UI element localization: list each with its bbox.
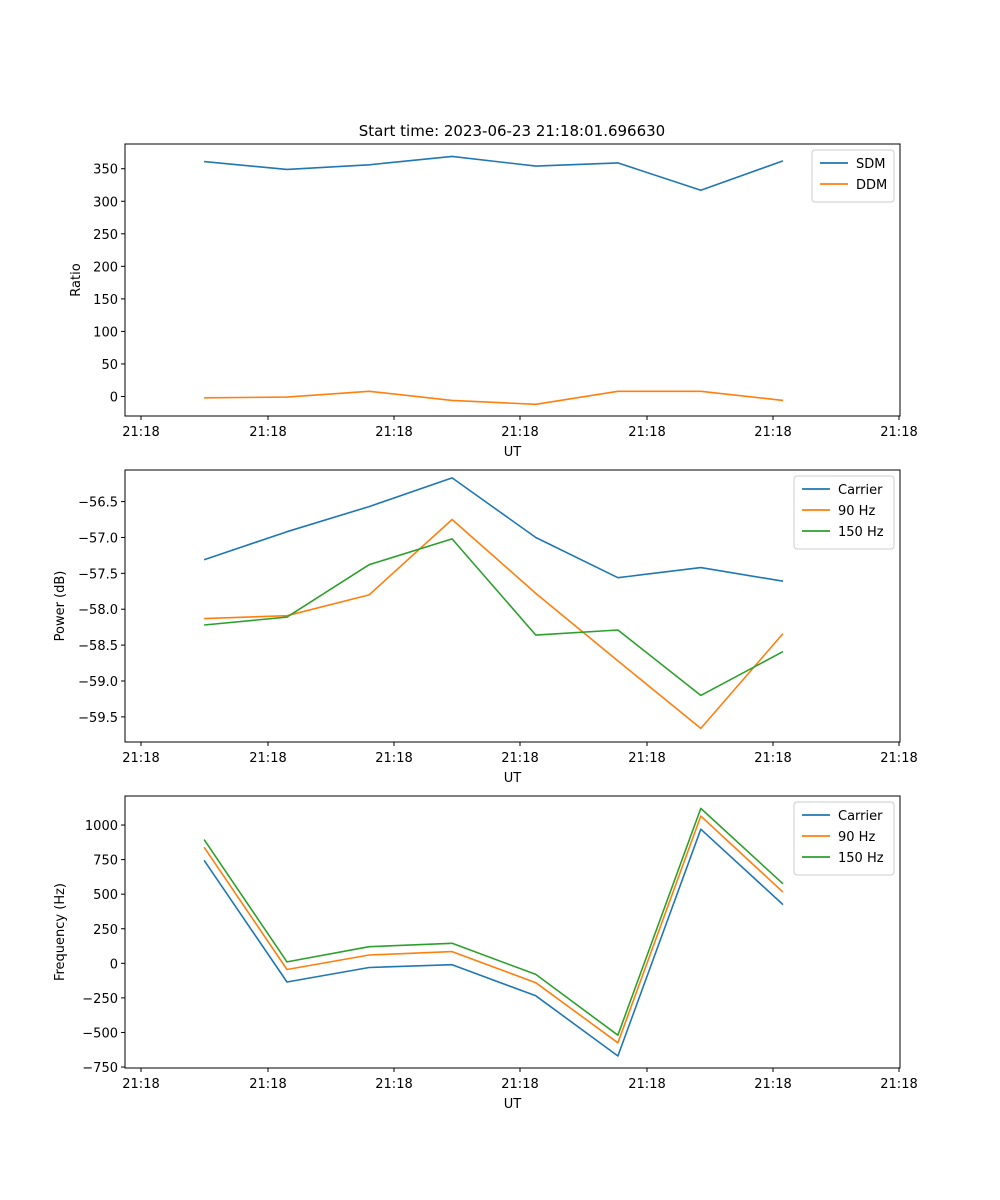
y-tick-label: 200 [93,260,118,275]
series-line-90-hz [203,815,784,1044]
y-tick-label: 50 [101,358,118,373]
y-tick-label: 1000 [85,819,118,834]
x-tick-label: 21:18 [880,1077,917,1092]
legend-entry: 90 Hz [838,504,875,519]
y-tick-label: 0 [110,957,118,972]
series-line-carrier [203,828,784,1057]
legend: Carrier 90 Hz 150 Hz [793,801,895,876]
y-tick-label: 250 [93,228,118,243]
series-line-150-hz [203,807,784,1036]
x-tick-label: 21:18 [628,751,665,766]
series-line-ddm [204,390,784,406]
y-tick-label: 0 [110,390,118,405]
x-tick-label: 21:18 [501,425,538,440]
y-tick-label: 500 [93,888,118,903]
y-axis-label: Ratio [69,263,84,296]
legend-entry: SDM [856,157,885,172]
x-tick-label: 21:18 [628,425,665,440]
y-tick-label: −250 [82,992,118,1007]
y-tick-label: −500 [82,1026,118,1041]
legend-entry: 150 Hz [838,525,884,540]
y-tick-label: −57.5 [78,567,118,582]
x-tick-label: 21:18 [249,751,286,766]
y-tick-label: −59.5 [78,711,118,726]
y-tick-label: −59.0 [78,675,118,690]
x-tick-label: 21:18 [880,425,917,440]
x-tick-label: 21:18 [375,751,412,766]
legend: Carrier 90 Hz 150 Hz [793,475,895,550]
legend-entry: Carrier [838,483,883,498]
y-tick-label: −58.0 [78,603,118,618]
legend-entry: 90 Hz [838,830,875,845]
legend-entry: Carrier [838,809,883,824]
y-tick-label: 150 [93,293,118,308]
figure-title: Start time: 2023-06-23 21:18:01.696630 [359,122,665,140]
x-tick-label: 21:18 [249,1077,286,1092]
x-tick-label: 21:18 [375,1077,412,1092]
x-tick-label: 21:18 [754,1077,791,1092]
x-axis-label: UT [504,1097,522,1112]
x-axis-label: UT [504,771,522,786]
y-axis-label: Power (dB) [53,571,68,642]
y-tick-label: 300 [93,195,118,210]
x-tick-label: 21:18 [249,425,286,440]
y-tick-label: −56.5 [78,496,118,511]
y-tick-label: −58.5 [78,639,118,654]
x-tick-label: 21:18 [754,425,791,440]
x-tick-label: 21:18 [501,751,538,766]
y-tick-label: −750 [82,1061,118,1076]
y-axis-label: Frequency (Hz) [53,883,68,981]
x-tick-label: 21:18 [501,1077,538,1092]
x-tick-label: 21:18 [754,751,791,766]
frequency-panel: 21:18 21:18 21:18 21:18 21:18 21:18 21:18 −750 −… [53,795,918,1112]
y-tick-label: 350 [93,163,118,178]
legend-entry: 150 Hz [838,851,884,866]
x-tick-label: 21:18 [122,751,159,766]
x-axis-label: UT [504,445,522,460]
power-panel: 21:18 21:18 21:18 21:18 21:18 21:18 21:18 −59.5… [53,469,918,786]
axes-frame [124,469,901,743]
legend: SDM DDM [811,149,895,203]
x-tick-label: 21:18 [880,751,917,766]
legend-entry: DDM [856,178,887,193]
series-line-150-hz [204,538,784,697]
ratio-panel: 21:18 21:18 21:18 21:18 21:18 21:18 21:18 0 50 10… [69,143,918,460]
y-tick-label: 250 [93,923,118,938]
x-tick-label: 21:18 [122,425,159,440]
x-tick-label: 21:18 [122,1077,159,1092]
axes-frame [124,143,901,417]
x-tick-label: 21:18 [375,425,412,440]
series-line-carrier [203,477,784,582]
series-line-90-hz [204,518,784,730]
series-line-sdm [204,155,784,191]
axes-frame [124,795,901,1069]
y-tick-label: 100 [93,325,118,340]
y-tick-label: −57.0 [78,531,118,546]
y-tick-label: 750 [93,854,118,869]
x-tick-label: 21:18 [628,1077,665,1092]
